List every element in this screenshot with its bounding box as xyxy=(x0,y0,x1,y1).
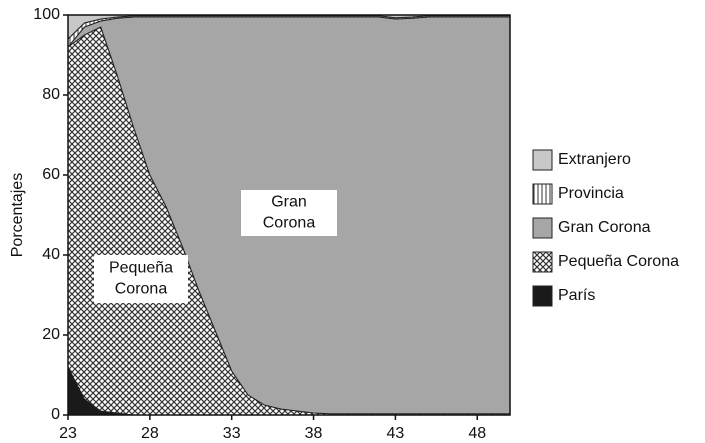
legend-label: Extranjero xyxy=(558,151,631,168)
annotation-box xyxy=(94,255,188,303)
legend-label: París xyxy=(558,287,595,304)
x-tick-label: 28 xyxy=(141,425,159,442)
x-tick-label: 38 xyxy=(305,425,323,442)
legend-swatch xyxy=(532,285,553,307)
y-axis-label: Porcentajes xyxy=(9,173,26,258)
annotation-text: Pequeña xyxy=(109,260,173,277)
legend-label: Gran Corona xyxy=(558,219,651,236)
y-tick-label: 20 xyxy=(42,326,60,343)
x-tick-label: 33 xyxy=(223,425,241,442)
annotation-box xyxy=(241,190,337,236)
legend-swatch xyxy=(532,251,553,273)
annotation-text: Corona xyxy=(115,281,168,298)
x-tick-label: 23 xyxy=(59,425,77,442)
y-tick-label: 60 xyxy=(42,166,60,183)
legend-swatch xyxy=(532,183,553,205)
legend-swatch xyxy=(532,149,553,171)
y-tick-label: 80 xyxy=(42,86,60,103)
x-tick-label: 43 xyxy=(387,425,405,442)
y-tick-label: 0 xyxy=(51,406,60,423)
annotation-text: Gran xyxy=(271,194,307,211)
annotation-text: Corona xyxy=(263,215,316,232)
y-tick-label: 100 xyxy=(33,6,60,23)
legend-swatch xyxy=(532,217,553,239)
y-tick-label: 40 xyxy=(42,246,60,263)
legend-label: Pequeña Corona xyxy=(558,253,679,270)
x-tick-label: 48 xyxy=(468,425,486,442)
legend-label: Provincia xyxy=(558,185,624,202)
plot-frame xyxy=(67,14,511,416)
